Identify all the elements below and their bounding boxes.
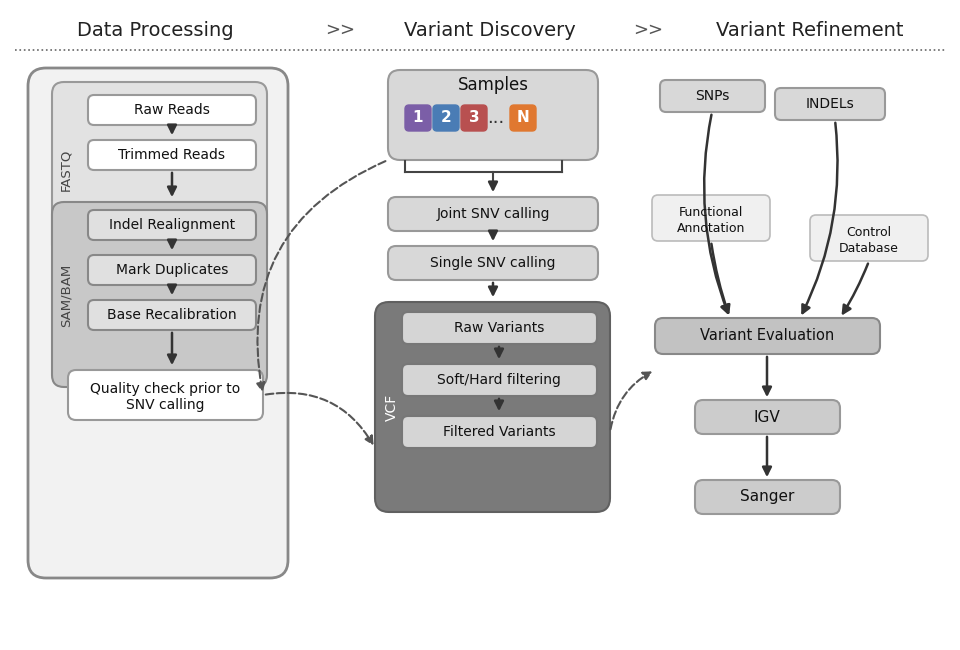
Text: VCF: VCF: [385, 393, 399, 421]
Text: Trimmed Reads: Trimmed Reads: [118, 148, 226, 162]
Text: Functional: Functional: [679, 205, 743, 218]
Text: Control: Control: [847, 226, 892, 239]
FancyBboxPatch shape: [388, 246, 598, 280]
FancyBboxPatch shape: [388, 197, 598, 231]
Text: Annotation: Annotation: [677, 222, 745, 235]
FancyBboxPatch shape: [695, 480, 840, 514]
Text: Soft/Hard filtering: Soft/Hard filtering: [437, 373, 561, 387]
FancyBboxPatch shape: [655, 318, 880, 354]
Text: SNPs: SNPs: [695, 89, 730, 103]
FancyBboxPatch shape: [88, 210, 256, 240]
Text: Base Recalibration: Base Recalibration: [108, 308, 237, 322]
Text: 1: 1: [413, 111, 423, 125]
FancyBboxPatch shape: [388, 70, 598, 160]
FancyBboxPatch shape: [775, 88, 885, 120]
FancyBboxPatch shape: [402, 312, 597, 344]
FancyBboxPatch shape: [660, 80, 765, 112]
FancyBboxPatch shape: [402, 364, 597, 396]
Text: Raw Variants: Raw Variants: [454, 321, 544, 335]
FancyBboxPatch shape: [510, 105, 536, 131]
Text: N: N: [516, 111, 529, 125]
Text: Data Processing: Data Processing: [77, 21, 233, 40]
Text: Database: Database: [839, 242, 899, 255]
Text: 3: 3: [468, 111, 479, 125]
FancyBboxPatch shape: [88, 95, 256, 125]
FancyBboxPatch shape: [68, 370, 263, 420]
Text: Quality check prior to: Quality check prior to: [90, 382, 240, 396]
Text: INDELs: INDELs: [805, 97, 854, 111]
Text: Variant Refinement: Variant Refinement: [716, 21, 903, 40]
FancyBboxPatch shape: [810, 215, 928, 261]
Text: Filtered Variants: Filtered Variants: [443, 425, 555, 439]
Text: ...: ...: [488, 109, 505, 127]
Text: Samples: Samples: [458, 76, 529, 94]
Text: SAM/BAM: SAM/BAM: [60, 263, 73, 326]
FancyBboxPatch shape: [88, 300, 256, 330]
FancyBboxPatch shape: [52, 202, 267, 387]
Text: Variant Evaluation: Variant Evaluation: [700, 328, 834, 343]
Text: IGV: IGV: [754, 410, 780, 424]
Text: >>: >>: [633, 21, 663, 39]
Text: >>: >>: [325, 21, 355, 39]
FancyBboxPatch shape: [405, 105, 431, 131]
FancyBboxPatch shape: [433, 105, 459, 131]
Text: Indel Realignment: Indel Realignment: [108, 218, 235, 232]
Text: Single SNV calling: Single SNV calling: [430, 256, 556, 270]
Text: Mark Duplicates: Mark Duplicates: [116, 263, 228, 277]
FancyBboxPatch shape: [52, 82, 267, 257]
FancyBboxPatch shape: [88, 255, 256, 285]
Text: Raw Reads: Raw Reads: [134, 103, 210, 117]
FancyBboxPatch shape: [402, 416, 597, 448]
Text: FASTQ: FASTQ: [60, 149, 73, 191]
Text: 2: 2: [441, 111, 451, 125]
FancyBboxPatch shape: [375, 302, 610, 512]
Text: Variant Discovery: Variant Discovery: [404, 21, 576, 40]
FancyBboxPatch shape: [695, 400, 840, 434]
FancyBboxPatch shape: [28, 68, 288, 578]
Text: Sanger: Sanger: [740, 489, 794, 504]
Text: SNV calling: SNV calling: [126, 398, 204, 412]
FancyBboxPatch shape: [88, 140, 256, 170]
Text: Joint SNV calling: Joint SNV calling: [436, 207, 550, 221]
FancyBboxPatch shape: [461, 105, 487, 131]
FancyBboxPatch shape: [652, 195, 770, 241]
